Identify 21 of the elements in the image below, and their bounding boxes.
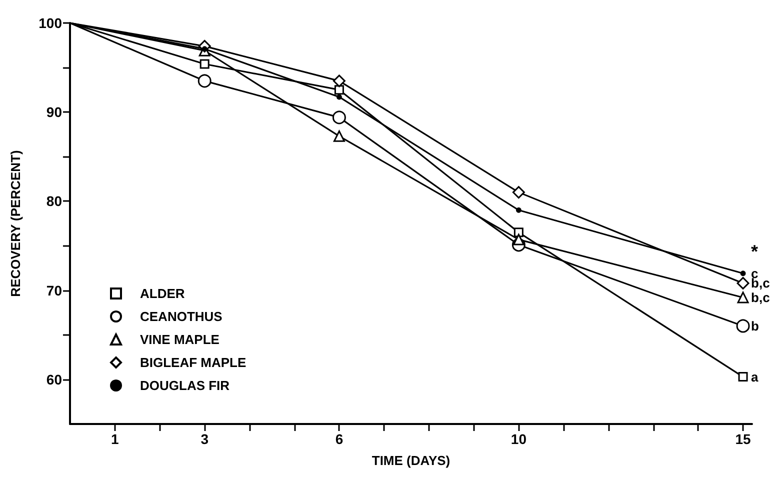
x-tick-label: 10 xyxy=(510,431,527,447)
annotation: b,c xyxy=(751,290,770,305)
legend-label: ALDER xyxy=(140,286,186,301)
x-axis-title: TIME (DAYS) xyxy=(372,453,450,468)
y-tick-label: 90 xyxy=(46,104,62,120)
y-tick-label: 60 xyxy=(46,371,62,388)
y-tick-label: 100 xyxy=(38,15,62,31)
y-tick-label: 80 xyxy=(46,193,62,210)
legend-label: CEANOTHUS xyxy=(140,309,223,324)
legend-label: DOUGLAS FIR xyxy=(140,378,230,393)
x-tick-label: 6 xyxy=(335,431,344,447)
annotation: * xyxy=(751,241,758,262)
legend-label: VINE MAPLE xyxy=(140,332,220,347)
annotation: a xyxy=(751,369,760,384)
x-tick-label: 1 xyxy=(110,431,119,447)
x-tick-label: 15 xyxy=(735,431,752,447)
x-tick-label: 3 xyxy=(200,431,209,447)
y-axis-title: RECOVERY (PERCENT) xyxy=(8,150,23,297)
legend-label: BIGLEAF MAPLE xyxy=(140,355,246,370)
annotation: b xyxy=(751,318,760,334)
y-tick-label: 70 xyxy=(46,282,62,298)
